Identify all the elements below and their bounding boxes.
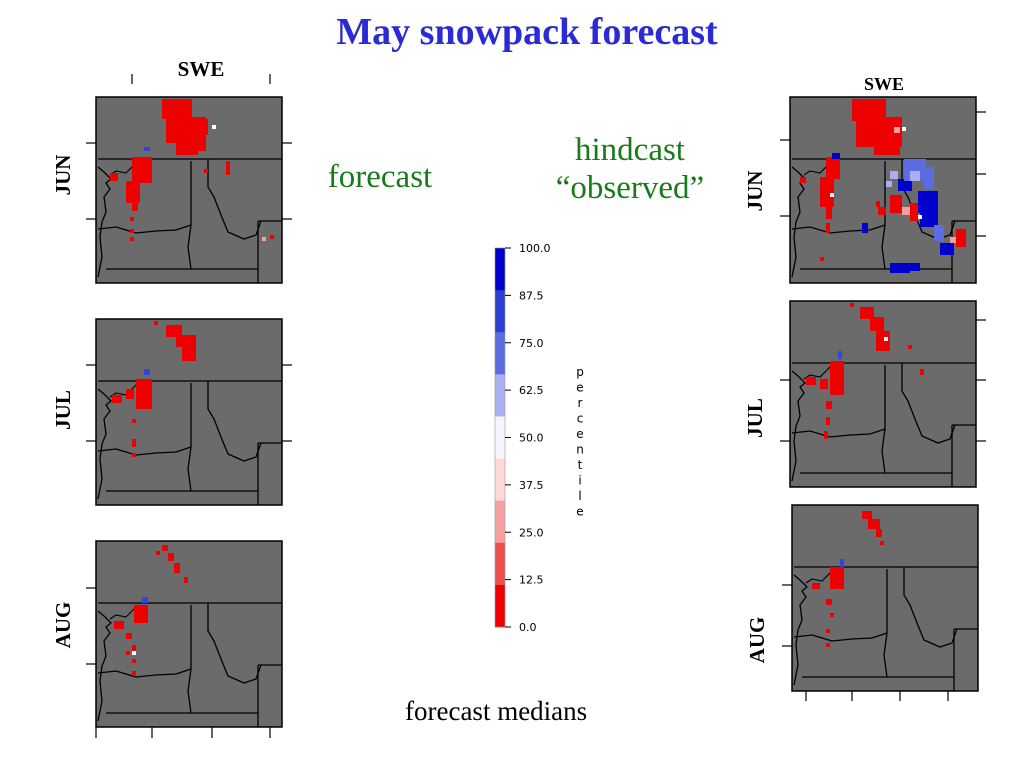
- hindcast-label-line2: “observed”: [555, 170, 705, 206]
- colorbar-axis-label-char: e: [576, 381, 583, 395]
- colorbar-axis-label-char: n: [576, 443, 584, 457]
- colorbar-tick-label: 100.0: [519, 242, 551, 255]
- colorbar-tick-label: 37.5: [519, 479, 544, 492]
- map-right-jun: [789, 96, 977, 284]
- colorbar-axis-label-char: t: [578, 458, 583, 472]
- colorbar-bin: [495, 374, 505, 417]
- colorbar-axis-label-char: e: [576, 505, 583, 519]
- colorbar-bin: [495, 332, 505, 375]
- map-right-jul: [789, 300, 977, 488]
- colorbar-bin: [495, 248, 505, 291]
- left-month-aug: AUG: [51, 602, 75, 649]
- left-swe-header: SWE: [178, 57, 225, 81]
- map-left-jul: [95, 318, 283, 506]
- map-right-aug: [791, 504, 979, 692]
- colorbar-axis-label-char: e: [576, 427, 583, 441]
- colorbar-bin: [495, 458, 505, 502]
- map-left-jun: [95, 96, 283, 284]
- left-month-jul: JUL: [51, 390, 75, 430]
- hindcast-label: hindcast “observed”: [520, 131, 740, 207]
- page-title: May snowpack forecast: [336, 11, 718, 53]
- caption: forecast medians: [405, 696, 588, 726]
- colorbar-tick-label: 12.5: [519, 574, 544, 587]
- right-month-aug: AUG: [745, 617, 769, 664]
- colorbar-tick-label: 25.0: [519, 526, 544, 539]
- colorbar-axis-label-char: i: [578, 474, 581, 488]
- colorbar-bin: [495, 584, 505, 628]
- colorbar-axis-label-char: r: [578, 396, 583, 410]
- colorbar-tick-label: 75.0: [519, 337, 544, 350]
- colorbar-tick-label: 62.5: [519, 384, 544, 397]
- colorbar-axis-label-char: c: [577, 412, 584, 426]
- forecast-label: forecast: [327, 159, 433, 195]
- colorbar-bin: [495, 290, 505, 333]
- colorbar: 100.087.575.062.550.037.525.012.50.0perc…: [494, 242, 584, 634]
- colorbar-bin: [495, 500, 505, 544]
- left-month-jun: JUN: [51, 155, 75, 196]
- right-month-jun: JUN: [743, 171, 767, 212]
- colorbar-bin: [495, 542, 505, 586]
- colorbar-tick-label: 50.0: [519, 432, 544, 445]
- right-swe-header: SWE: [864, 74, 904, 94]
- colorbar-bin: [495, 416, 505, 460]
- colorbar-tick-label: 87.5: [519, 289, 544, 302]
- colorbar-axis-label-char: p: [576, 365, 584, 379]
- colorbar-axis-label-char: l: [578, 489, 581, 503]
- hindcast-label-line1: hindcast: [575, 132, 685, 168]
- map-left-aug: [95, 540, 283, 728]
- right-month-jul: JUL: [743, 398, 767, 438]
- colorbar-tick-label: 0.0: [519, 621, 537, 634]
